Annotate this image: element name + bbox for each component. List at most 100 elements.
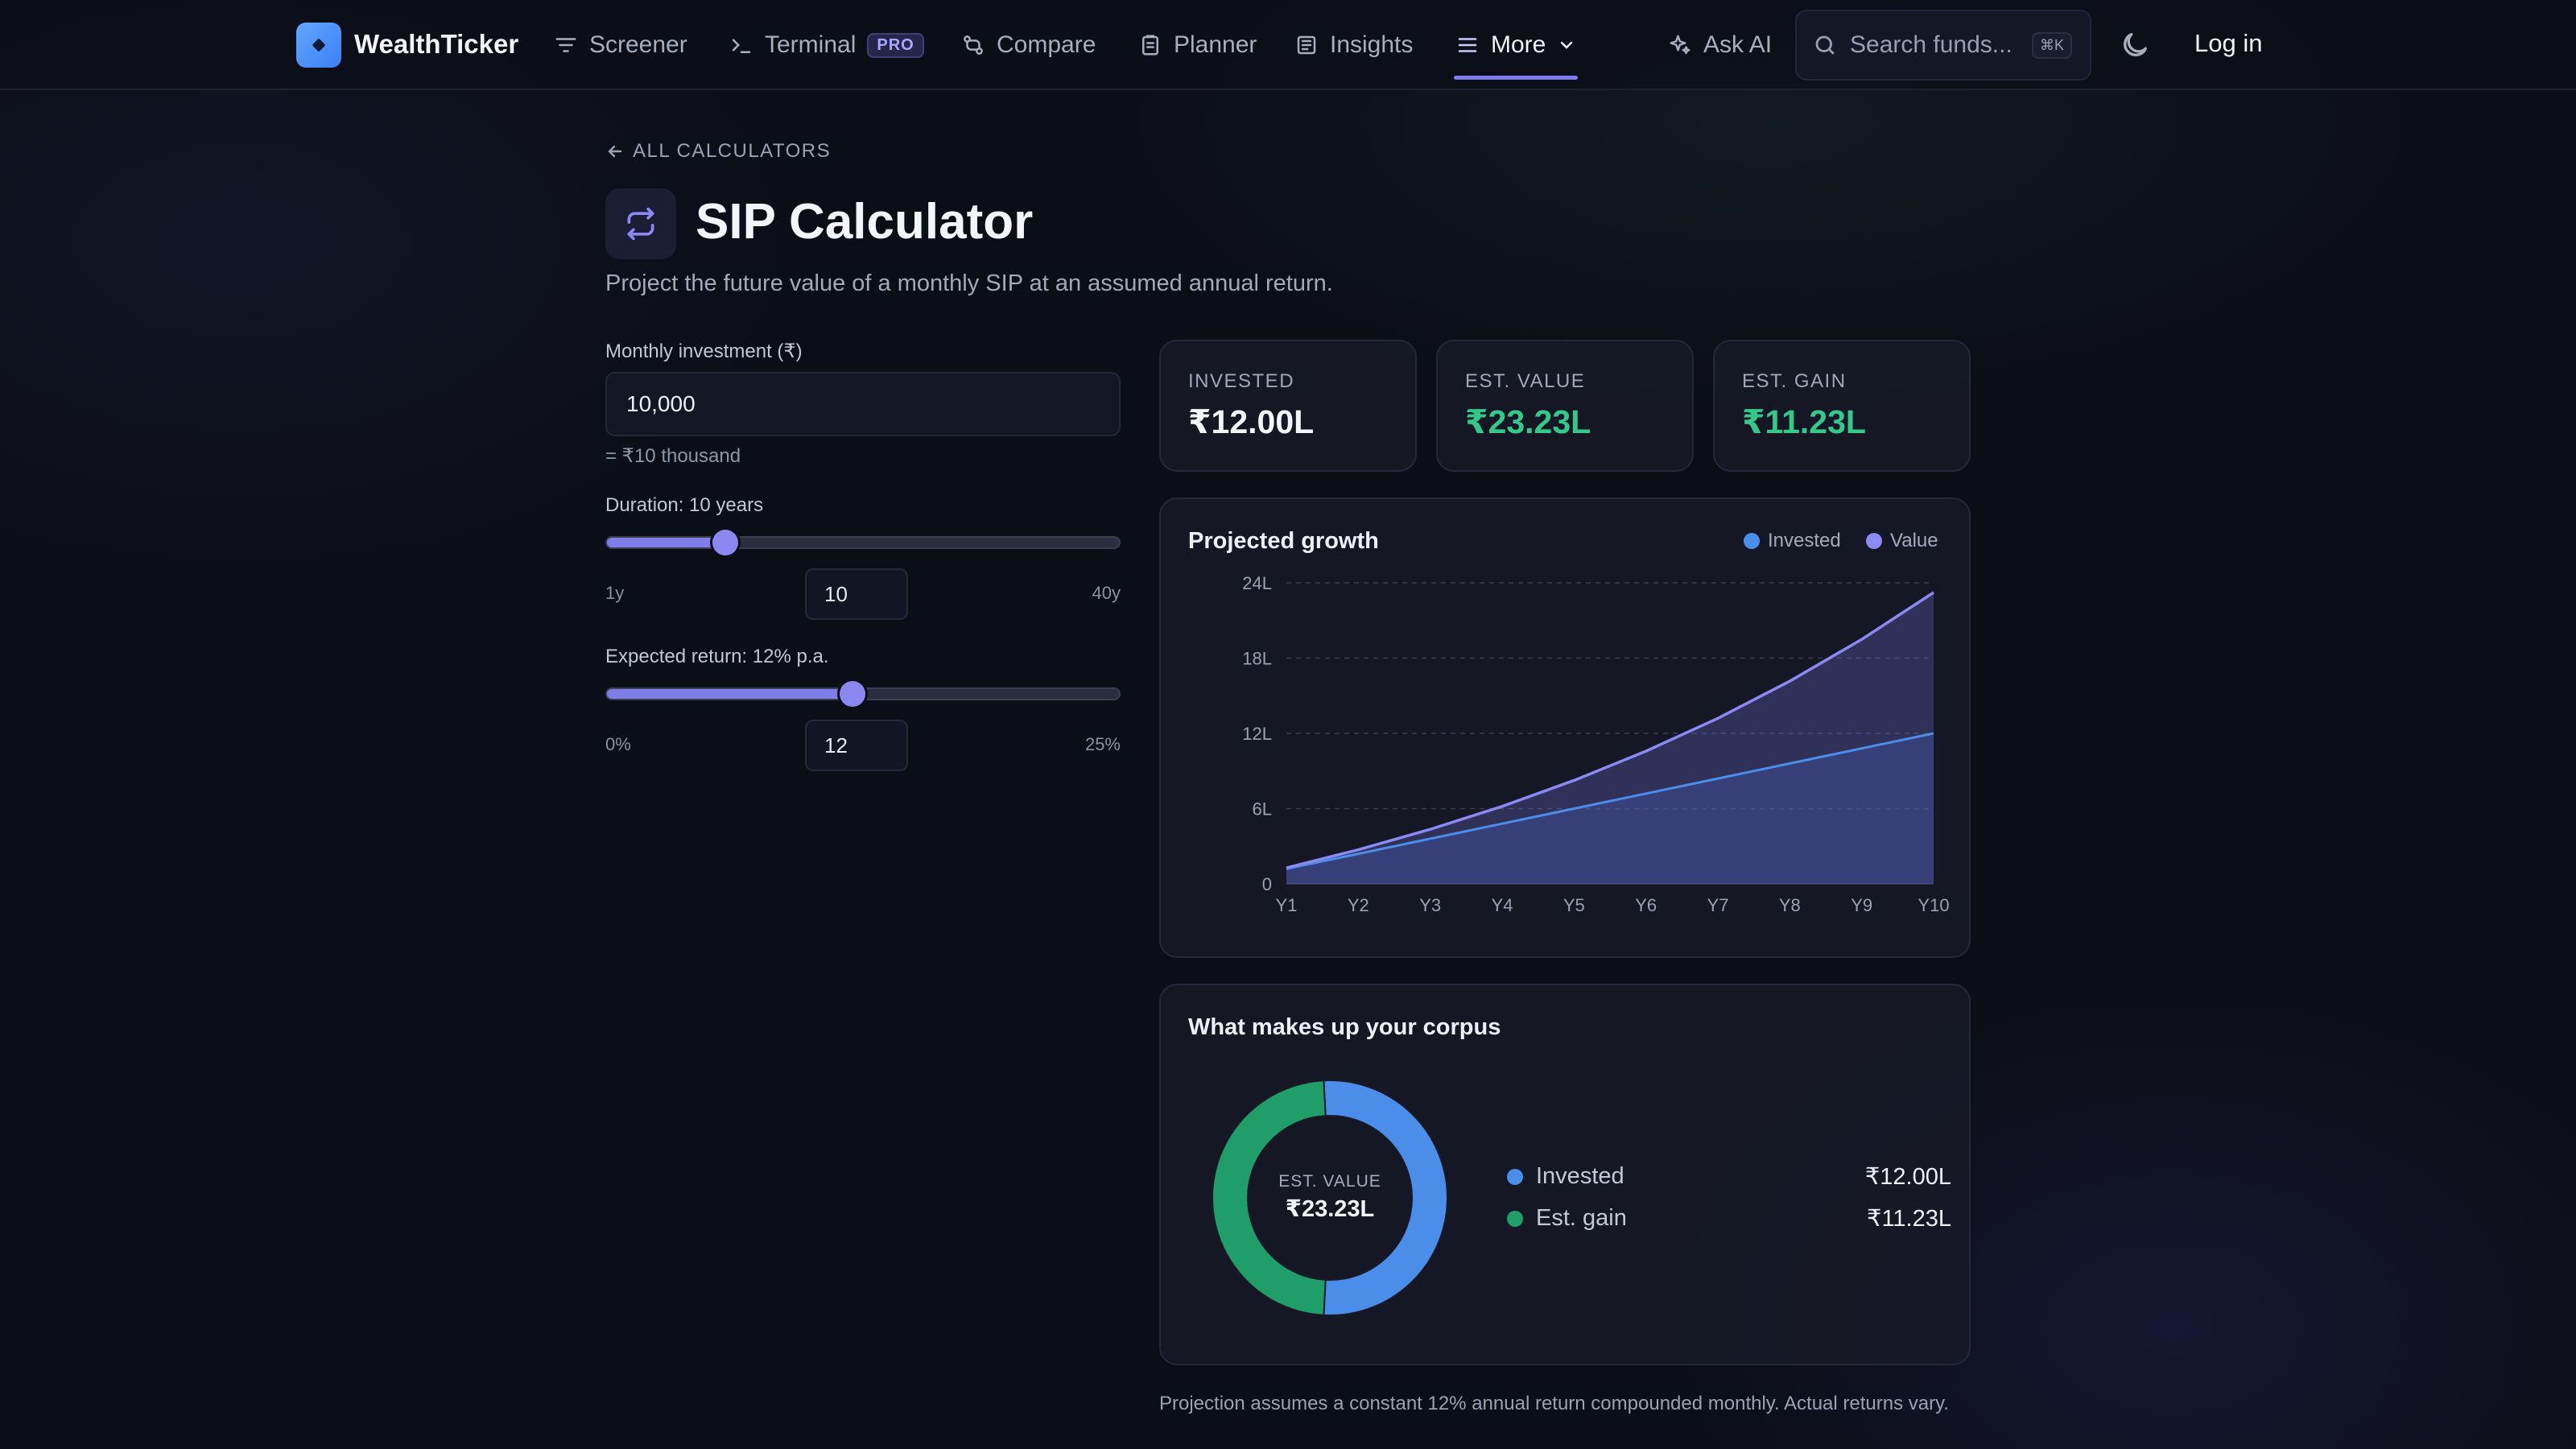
nav-more[interactable]: More [1455,27,1576,63]
corpus-title: What makes up your corpus [1188,1014,1501,1040]
projection-footnote: Projection assumes a constant 12% annual… [1159,1393,1949,1414]
corpus-gain-label: Est. gain [1536,1205,1627,1231]
invested-card: INVESTED ₹12.00L [1159,340,1417,472]
ask-ai-button[interactable]: Ask AI [1668,27,1772,63]
nav-insights[interactable]: Insights [1294,27,1413,63]
corpus-card: What makes up your corpus EST. VALUE ₹23… [1159,984,1971,1365]
return-label: Expected return: 12% p.a. [605,646,829,667]
x-tick-label: Y3 [1419,895,1441,915]
y-tick-label: 18L [1242,649,1272,669]
return-number-input[interactable] [805,720,908,771]
nav-insights-label: Insights [1330,31,1414,58]
return-slider-fill [607,689,853,699]
filter-icon [555,38,576,52]
nav-planner[interactable]: Planner [1138,27,1257,63]
donut-center-label: EST. VALUE [1278,1172,1381,1191]
duration-slider[interactable] [605,530,1121,555]
moon-icon[interactable] [2119,29,2151,61]
est-gain-card-label: EST. GAIN [1742,370,1847,392]
nav-compare-label: Compare [997,31,1096,58]
x-tick-label: Y2 [1348,895,1369,915]
legend-value-swatch [1866,533,1882,549]
nav-screener[interactable]: Screener [554,27,687,63]
est-value-card-value: ₹23.23L [1465,403,1591,440]
search-box[interactable]: ⌘K [1795,10,2091,80]
terminal-icon [732,39,751,53]
invested-card-label: INVESTED [1188,370,1295,392]
duration-slider-thumb[interactable] [712,530,738,555]
value-line [1286,591,1934,869]
search-shortcut: ⌘K [2032,31,2073,59]
chevron-down-icon [1561,41,1573,49]
donut-center-value: ₹23.23L [1285,1196,1375,1222]
x-tick-label: Y1 [1276,895,1298,915]
back-to-calculators-link[interactable]: ALL CALCULATORS [605,140,831,163]
monthly-investment-input[interactable] [605,372,1121,436]
monthly-investment-label: Monthly investment (₹) [605,341,803,362]
corpus-row-invested: Invested ₹12.00L [1507,1162,1951,1191]
corpus-invested-swatch [1507,1168,1523,1185]
top-nav: WealthTicker Screener Terminal PRO Compa… [0,0,2576,90]
search-icon [1815,35,1835,55]
invested-card-value: ₹12.00L [1188,403,1315,440]
compare-icon [964,35,983,55]
duration-slider-fill [607,538,725,547]
return-max: 25% [1084,734,1121,754]
legend-invested-swatch [1744,533,1760,549]
value-area [1286,592,1934,884]
duration-label: Duration: 10 years [605,494,764,516]
est-gain-card: EST. GAIN ₹11.23L [1713,340,1971,472]
donut-slice-gain [1212,1080,1327,1316]
return-slider-thumb[interactable] [840,681,866,707]
nav-screener-label: Screener [589,31,687,58]
nav-terminal-label: Terminal [765,31,857,58]
legend-invested: Invested [1744,530,1841,552]
duration-number-input[interactable] [805,568,908,620]
est-gain-card-value: ₹11.23L [1742,403,1866,440]
nav-more-label: More [1491,31,1546,58]
repeat-icon [627,207,654,241]
legend-value-label: Value [1890,530,1938,551]
x-tick-label: Y6 [1635,895,1657,915]
x-tick-label: Y8 [1779,895,1801,915]
pro-badge: PRO [867,32,924,58]
sparkle-icon [1670,35,1690,55]
corpus-gain-amount: ₹11.23L [1867,1206,1951,1232]
y-tick-label: 6L [1253,799,1272,819]
ask-ai-label: Ask AI [1703,31,1773,58]
y-tick-label: 12L [1242,724,1272,744]
y-tick-label: 24L [1242,573,1272,593]
brand-name[interactable]: WealthTicker [354,29,519,59]
invested-line [1286,732,1934,870]
sip-calculator-icon [605,188,676,259]
newspaper-icon [1297,35,1316,55]
corpus-invested-label: Invested [1536,1163,1624,1189]
growth-chart-title: Projected growth [1188,528,1379,554]
menu-icon [1458,38,1477,52]
duration-max: 40y [1092,583,1121,603]
arrow-left-icon [608,145,622,158]
y-tick-label: 0 [1262,874,1272,894]
back-link-label: ALL CALCULATORS [633,140,832,162]
est-value-card-label: EST. VALUE [1465,370,1586,392]
search-input[interactable] [1850,31,2019,59]
x-tick-label: Y10 [1918,895,1949,915]
logo-icon[interactable] [296,23,341,68]
x-tick-label: Y4 [1492,895,1513,915]
corpus-row-gain: Est. gain ₹11.23L [1507,1204,1951,1232]
growth-chart: 0 6L 12L 18L 24L Y1 Y2 Y3 Y4 Y5 Y6 Y7 Y8 Y9 Y10 [1242,573,1949,915]
x-tick-label: Y9 [1851,895,1872,915]
nav-compare[interactable]: Compare [961,27,1096,63]
nav-terminal[interactable]: Terminal PRO [729,27,924,63]
corpus-invested-amount: ₹12.00L [1864,1164,1951,1190]
est-value-card: EST. VALUE ₹23.23L [1436,340,1694,472]
x-tick-label: Y5 [1563,895,1585,915]
return-slider[interactable] [605,681,1121,707]
legend-value: Value [1866,530,1938,552]
page-title: SIP Calculator [696,194,1034,250]
clipboard-icon [1142,35,1158,56]
login-button[interactable]: Log in [2194,29,2263,57]
invested-area [1286,733,1934,884]
corpus-gain-swatch [1507,1210,1523,1227]
legend-invested-label: Invested [1768,530,1841,551]
